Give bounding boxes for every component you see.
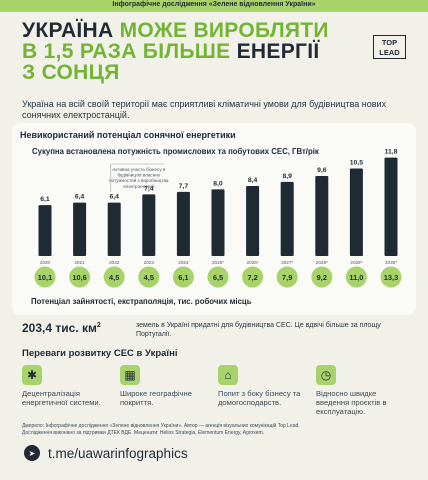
bar-value-label: 8,0: [213, 180, 223, 187]
headline-part: ЕНЕРГІЇ: [236, 40, 320, 63]
area-value: 203,4 тис. км2: [22, 321, 101, 335]
telegram-link[interactable]: ➤ t.me/uawarinfographics: [24, 445, 188, 461]
jobs-label: 9,2: [317, 273, 327, 282]
bar-value-label: 7,4: [144, 185, 154, 192]
jobs-label: 4,5: [109, 273, 119, 282]
jobs-label: 13,3: [384, 273, 398, 282]
source-line: Джерело: Інфографічне дослідження «Зелен…: [22, 423, 300, 429]
bar-value-label: 6,4: [109, 194, 119, 201]
jobs-title: Потенціал зайнятості, екстраполяція, тис…: [31, 297, 252, 306]
bar-value-label: 8,9: [282, 173, 292, 180]
speed-icon: ◷: [316, 365, 336, 385]
advantage-text: Відносно швидке введення проєктів в експ…: [316, 389, 387, 416]
chart-bar: [315, 176, 329, 256]
x-tick-label: 2028*: [316, 260, 328, 265]
jobs-label: 6,5: [213, 273, 223, 282]
jobs-label: 10,6: [72, 273, 86, 282]
chart-bar: [211, 189, 225, 256]
headline-part: МОЖЕ ВИРОБЛЯТИ: [119, 19, 329, 42]
jobs-circle: [69, 266, 91, 288]
jobs-circle: [276, 266, 298, 288]
jobs-label: 6,1: [178, 273, 188, 282]
chart-bar: [142, 194, 156, 256]
x-tick-label: 2024: [178, 260, 189, 265]
card-title: Невикористаний потенціал сонячної енерге…: [20, 130, 236, 140]
x-tick-label: 2029*: [350, 260, 362, 265]
jobs-circle: [207, 266, 229, 288]
area-number: 203,4 тис. км: [22, 321, 97, 335]
x-tick-label: 2023: [144, 260, 155, 265]
jobs-circle: [34, 266, 56, 288]
chart-bar: [246, 186, 260, 256]
chart-bar: [176, 191, 190, 256]
x-tick-label: 2022: [109, 260, 120, 265]
chart-bar: [349, 168, 363, 256]
jobs-circle: [380, 266, 402, 288]
advantage-item: ⌂ Попит з боку бізнесу та домогосподарст…: [218, 365, 308, 407]
advantage-text: Попит з боку бізнесу та домогосподарств.: [218, 389, 301, 407]
intro-text: Україна на всій своїй території має спри…: [22, 99, 387, 120]
jobs-circle: [311, 266, 333, 288]
decentralization-icon: ✱: [22, 365, 42, 385]
logo-line: LEAD: [379, 48, 400, 57]
area-description: земель в Україні придатні для будівництв…: [136, 322, 381, 338]
advantage-item: ◷ Відносно швидке введення проєктів в ек…: [316, 365, 406, 416]
jobs-label: 7,2: [247, 273, 257, 282]
bar-value-label: 7,7: [179, 183, 189, 190]
bar-chart: 6,1 2020 10,1 6,4 2021 10,6 6,4 2022 4,5 7,4 2023 4…: [34, 149, 402, 288]
jobs-label: 7,9: [282, 273, 292, 282]
headline: УКРАЇНА МОЖЕ ВИРОБЛЯТИ В 1,5 РАЗА БІЛЬШЕ…: [22, 20, 362, 83]
chart-bar: [280, 181, 294, 256]
bar-value-label: 6,4: [75, 194, 85, 201]
bar-value-label: 11,8: [385, 149, 398, 156]
jobs-circle: [345, 266, 367, 288]
chart-title: Сукупна встановлена потужність промислов…: [32, 147, 319, 156]
x-tick-label: 2030*: [385, 260, 397, 265]
jobs-label: 10,1: [38, 273, 52, 282]
logo-line: TOP: [381, 38, 398, 47]
annotation-text: Активна участь бізнесу в будівництві влас…: [109, 167, 169, 189]
jobs-circle: [242, 266, 264, 288]
bar-value-label: 6,1: [40, 196, 50, 203]
x-tick-label: 2027*: [281, 260, 293, 265]
jobs-circle: [103, 266, 125, 288]
bar-value-label: 8,4: [248, 177, 258, 184]
headline-part: В 1,5 РАЗА БІЛЬШЕ: [22, 40, 231, 63]
advantage-text: Широке географічне покриття.: [120, 389, 192, 407]
x-tick-label: 2025*: [212, 260, 224, 265]
chart-bar: [384, 157, 398, 256]
source-line: Дослідження виконано за підтримки ДТЕК В…: [22, 430, 265, 436]
advantage-item: ▦ Широке географічне покриття.: [120, 365, 210, 407]
advantage-text: Децентралізація енергетичної системи.: [22, 389, 101, 407]
top-lead-logo: TOP LEAD: [373, 35, 406, 59]
top-banner: Інфографічне дослідження «Зелене відновл…: [0, 0, 428, 12]
area-unit-sup: 2: [96, 322, 101, 329]
jobs-circle: [138, 266, 160, 288]
jobs-label: 11,0: [349, 273, 363, 282]
advantage-item: ✱ Децентралізація енергетичної системи.: [22, 365, 112, 407]
jobs-label: 4,5: [144, 273, 154, 282]
bar-value-label: 9,6: [317, 167, 327, 174]
x-tick-label: 2026*: [247, 260, 259, 265]
chart-bar: [38, 205, 52, 256]
geography-icon: ▦: [120, 365, 140, 385]
x-tick-label: 2021: [74, 260, 85, 265]
bar-value-label: 10,5: [350, 160, 363, 167]
advantages-title: Переваги розвитку СЕС в Україні: [22, 348, 178, 359]
chart-bar: [107, 202, 121, 256]
headline-part: УКРАЇНА: [22, 19, 114, 42]
banner-title: Інфографічне дослідження «Зелене відновл…: [112, 1, 316, 8]
telegram-url[interactable]: t.me/uawarinfographics: [48, 445, 188, 461]
chart-bar: [73, 202, 87, 256]
source-note: Джерело: Інфографічне дослідження «Зелен…: [22, 423, 412, 437]
demand-icon: ⌂: [218, 365, 238, 385]
jobs-circle: [172, 266, 194, 288]
telegram-icon: ➤: [24, 445, 40, 461]
x-tick-label: 2020: [40, 260, 51, 265]
headline-part: З СОНЦЯ: [22, 61, 120, 84]
